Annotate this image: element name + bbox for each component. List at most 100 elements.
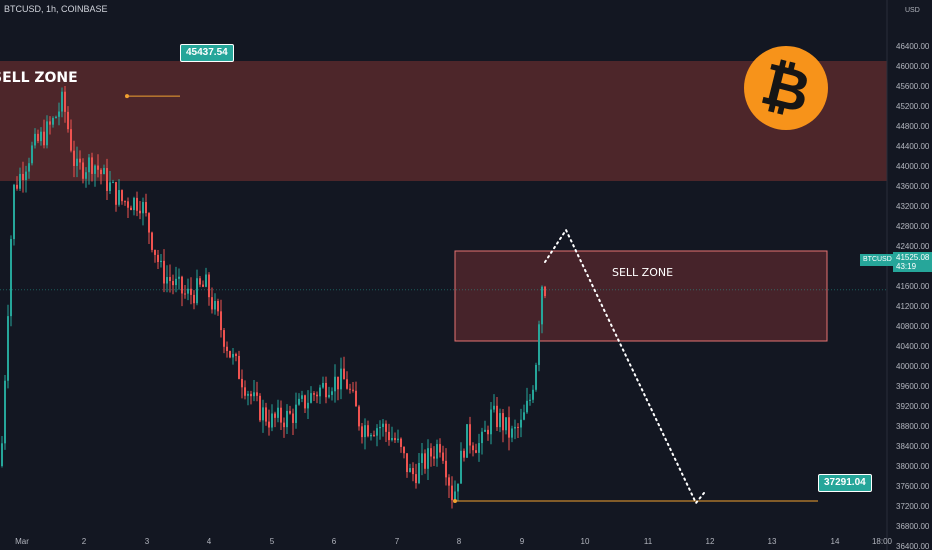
candle-body: [31, 145, 33, 164]
candle-body: [67, 111, 69, 130]
candle-body: [442, 452, 444, 461]
price-axis-label: 45600.00: [896, 82, 930, 91]
candle-body: [25, 171, 27, 181]
price-axis-label: 46400.00: [896, 42, 930, 51]
candle-body: [205, 274, 207, 287]
time-axis-label: 14: [831, 537, 840, 546]
candle-body: [487, 429, 489, 435]
candle-body: [352, 389, 354, 391]
candle-body: [433, 456, 435, 459]
candle-body: [256, 392, 258, 396]
candle-body: [511, 428, 513, 438]
candle-body: [451, 485, 453, 501]
candle-body: [88, 157, 90, 173]
time-axis-label: Mar: [15, 537, 29, 546]
candle-body: [136, 197, 138, 211]
candle-body: [139, 210, 141, 214]
candle-body: [220, 311, 222, 331]
candle-body: [85, 172, 87, 179]
candle-body: [391, 437, 393, 441]
candle-body: [268, 421, 270, 428]
candle-body: [211, 297, 213, 310]
time-axis-label: 9: [520, 537, 525, 546]
candle-body: [61, 91, 63, 112]
price-axis-label: 41200.00: [896, 302, 930, 311]
candle-body: [340, 368, 342, 390]
candle-body: [397, 438, 399, 441]
candle-body: [373, 434, 375, 436]
candle-body: [100, 169, 102, 175]
candle-body: [1, 443, 3, 466]
bitcoin-logo: ₿: [744, 46, 828, 130]
projection-path: [544, 227, 705, 505]
candle-body: [490, 409, 492, 435]
candle-body: [7, 316, 9, 381]
candle-body: [535, 364, 537, 390]
candle-body: [196, 278, 198, 304]
candle-body: [115, 182, 117, 205]
candle-body: [73, 150, 75, 166]
candle-body: [439, 444, 441, 453]
candle-body: [406, 453, 408, 473]
candle-body: [118, 190, 120, 205]
price-axis[interactable]: 46400.00 46000.00 45600.00 45200.00 44800.00…: [896, 42, 930, 550]
candle-body: [4, 380, 6, 444]
low-marker-dot: [453, 498, 457, 503]
candle-body: [388, 431, 390, 441]
candle-body: [244, 387, 246, 396]
price-axis-label: 36400.00: [896, 542, 930, 550]
candle-body: [148, 213, 150, 233]
candle-body: [151, 232, 153, 250]
candle-body: [160, 260, 162, 263]
candle-body: [106, 168, 108, 191]
candle-body: [445, 460, 447, 478]
candle-body: [472, 445, 474, 451]
candle-body: [346, 379, 348, 389]
candle-body: [427, 448, 429, 469]
candle-body: [343, 368, 345, 380]
candle-body: [112, 182, 114, 184]
candle-body: [37, 133, 39, 142]
time-axis[interactable]: Mar 2 3 4 5 6 7 8 9 10 11 12 13 14 18:00: [15, 537, 892, 546]
candle-body: [103, 168, 105, 175]
candle-body: [10, 239, 12, 317]
candle-body: [145, 202, 147, 214]
candle-body: [403, 446, 405, 454]
candle-body: [295, 404, 297, 423]
candle-body: [298, 398, 300, 405]
candle-body: [172, 281, 174, 286]
price-axis-label: 39600.00: [896, 382, 930, 391]
current-price-tag: 41525.08 43:19: [893, 252, 932, 272]
candle-body: [19, 173, 21, 189]
candle-body: [271, 413, 273, 428]
candle-body: [127, 201, 129, 208]
current-price-value: 41525.08: [896, 253, 930, 262]
candle-body: [133, 197, 135, 211]
price-axis-label: 46000.00: [896, 62, 930, 71]
candle-body: [76, 158, 78, 166]
symbol-tag: BTCUSD: [860, 254, 895, 266]
candle-body: [448, 477, 450, 486]
price-axis-label: 44000.00: [896, 162, 930, 171]
candle-body: [304, 395, 306, 409]
candle-body: [109, 182, 111, 191]
candle-body: [409, 468, 411, 473]
candle-body: [418, 462, 420, 484]
candle-body: [337, 376, 339, 390]
candle-body: [469, 424, 471, 446]
candle-body: [187, 288, 189, 294]
currency-label: USD: [905, 7, 920, 14]
candle-body: [121, 190, 123, 202]
symbol-title: BTCUSD, 1h, COINBASE: [4, 4, 108, 14]
candle-body: [310, 393, 312, 403]
candle-body: [169, 277, 171, 282]
candle-body: [241, 378, 243, 388]
upper-sell-zone-label: SELL ZONE: [0, 70, 78, 86]
sell-zone-label: SELL ZONE: [612, 266, 674, 279]
candle-body: [217, 301, 219, 312]
candle-body: [415, 474, 417, 484]
candle-body: [349, 388, 351, 390]
time-axis-label: 7: [395, 537, 400, 546]
candle-body: [163, 260, 165, 284]
